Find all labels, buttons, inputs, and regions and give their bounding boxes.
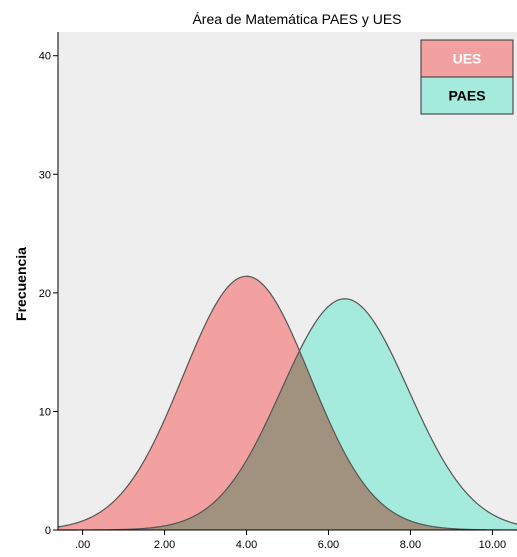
x-tick-label: 2.00	[154, 539, 175, 551]
y-tick-label: 10	[39, 406, 51, 418]
curve-paes	[58, 298, 517, 531]
x-tick-label: 6.00	[318, 539, 339, 551]
legend-label-paes: PAES	[448, 88, 485, 104]
y-tick-label: 40	[39, 51, 51, 63]
area-overlap	[58, 351, 517, 530]
x-tick-label: .00	[75, 539, 90, 551]
y-tick-label: 30	[39, 169, 51, 181]
x-tick-label: 4.00	[236, 539, 257, 551]
x-tick-label: 10.00	[479, 539, 507, 551]
x-ticks: .00 2.00 4.00 6.00 8.00 10.00	[75, 530, 506, 551]
chart-title: Área de Matemática PAES y UES	[192, 11, 401, 27]
plot-areas	[57, 275, 517, 531]
y-tick-label: 0	[45, 525, 51, 537]
y-tick-label: 20	[39, 288, 51, 300]
y-axis-label: Frecuencia	[13, 247, 29, 321]
legend-swatch-paes	[420, 76, 514, 115]
curve-ues	[57, 275, 517, 531]
legend-label-ues: UES	[453, 51, 482, 67]
legend-swatch-ues	[420, 39, 514, 78]
x-tick-label: 8.00	[400, 539, 421, 551]
y-ticks: 0 10 20 30 40	[39, 51, 58, 537]
legend: UES PAES	[420, 39, 514, 115]
